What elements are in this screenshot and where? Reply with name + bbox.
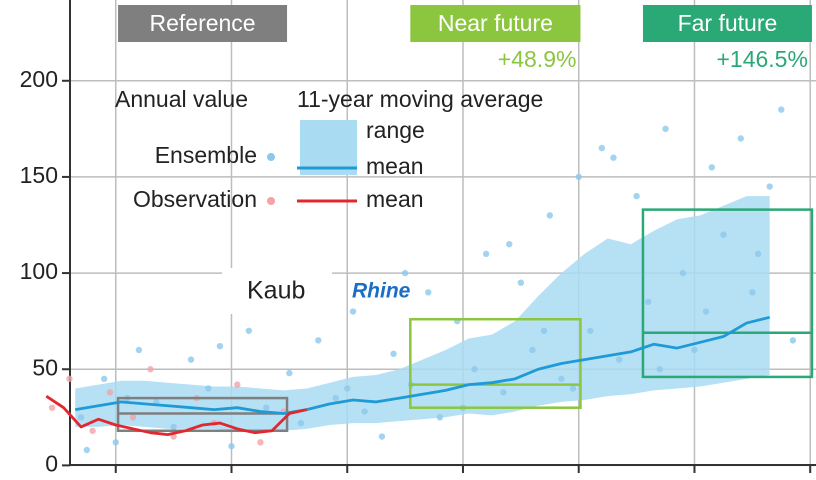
mean-line bbox=[45, 394, 308, 437]
data-point bbox=[129, 414, 137, 421]
data-point bbox=[789, 337, 797, 344]
legend-row-label: Observation bbox=[133, 186, 257, 212]
data-point bbox=[616, 356, 623, 363]
data-point bbox=[766, 183, 773, 190]
data-point bbox=[263, 404, 270, 411]
data-point bbox=[754, 250, 762, 258]
data-point bbox=[390, 350, 397, 358]
data-point bbox=[286, 369, 293, 377]
data-point bbox=[702, 308, 710, 315]
data-point bbox=[656, 366, 663, 373]
data-point bbox=[662, 125, 669, 133]
legend-entry: mean bbox=[366, 186, 424, 212]
data-point bbox=[83, 446, 91, 454]
river-label: Rhine bbox=[352, 280, 411, 303]
data-point bbox=[506, 241, 513, 248]
period-box bbox=[409, 317, 582, 409]
data-point bbox=[720, 231, 727, 238]
legend-entry: mean bbox=[366, 153, 424, 179]
data-point bbox=[517, 279, 525, 286]
data-point bbox=[216, 342, 224, 350]
period-box bbox=[641, 208, 814, 379]
data-point bbox=[610, 154, 617, 161]
data-point bbox=[569, 385, 577, 392]
data-point bbox=[540, 327, 548, 334]
data-point bbox=[679, 269, 687, 277]
data-point bbox=[691, 346, 698, 354]
data-point bbox=[66, 375, 73, 383]
data-point bbox=[471, 366, 478, 373]
plot: Reference Near future +48.9% Far future +146… bbox=[45, 5, 814, 454]
data-point bbox=[228, 442, 235, 450]
data-point bbox=[401, 269, 409, 277]
data-point bbox=[558, 375, 565, 383]
data-point bbox=[575, 173, 582, 181]
mean-line bbox=[75, 315, 771, 415]
data-point bbox=[529, 346, 536, 354]
data-point bbox=[112, 439, 119, 446]
period-name: Far future bbox=[678, 10, 778, 36]
y-tick-label: 100 bbox=[20, 258, 58, 284]
data-point bbox=[778, 106, 785, 113]
data-point bbox=[749, 289, 756, 296]
data-point bbox=[598, 144, 606, 152]
data-point bbox=[170, 423, 177, 431]
data-point bbox=[349, 308, 357, 315]
data-point bbox=[147, 366, 154, 373]
data-point bbox=[482, 250, 490, 258]
data-point bbox=[587, 327, 594, 334]
legend-swatch bbox=[300, 120, 357, 175]
data-point bbox=[708, 164, 716, 171]
data-point bbox=[187, 356, 195, 363]
data-point bbox=[500, 389, 507, 396]
data-point bbox=[77, 414, 85, 421]
range-band bbox=[75, 196, 770, 431]
data-point bbox=[332, 394, 339, 402]
data-point bbox=[436, 414, 444, 421]
legend-entry: range bbox=[366, 117, 425, 143]
legend-row-label: Ensemble bbox=[155, 142, 257, 168]
legend-marker bbox=[267, 197, 275, 205]
data-point bbox=[205, 385, 212, 392]
legend-header: Annual value bbox=[115, 86, 248, 112]
period-change: +48.9% bbox=[498, 46, 577, 72]
data-point bbox=[89, 427, 96, 434]
data-point bbox=[633, 192, 640, 200]
legend: Annual value 11-year moving average Ense… bbox=[115, 86, 543, 212]
label-background bbox=[222, 268, 332, 314]
data-point bbox=[344, 385, 351, 392]
y-tick-label: 200 bbox=[20, 66, 58, 92]
legend-header: 11-year moving average bbox=[297, 86, 543, 112]
data-point bbox=[245, 327, 253, 334]
period-change: +146.5% bbox=[716, 46, 807, 72]
data-point bbox=[234, 381, 241, 388]
data-point bbox=[48, 404, 56, 411]
period-header bbox=[642, 5, 812, 42]
legend-marker bbox=[267, 153, 275, 161]
data-point bbox=[546, 212, 553, 219]
data-point bbox=[135, 346, 143, 354]
data-point bbox=[644, 298, 652, 306]
period-header bbox=[410, 5, 581, 42]
period-name: Reference bbox=[149, 10, 255, 36]
data-point bbox=[361, 408, 368, 415]
period-name: Near future bbox=[438, 10, 553, 36]
y-tick-label: 0 bbox=[45, 450, 58, 475]
station-label: Kaub bbox=[247, 277, 305, 305]
period-header bbox=[118, 5, 288, 42]
data-point bbox=[297, 419, 305, 427]
data-point bbox=[737, 135, 744, 142]
data-point bbox=[378, 433, 386, 440]
data-point bbox=[100, 375, 108, 383]
y-tick-label: 150 bbox=[20, 162, 58, 188]
y-tick-label: 50 bbox=[32, 354, 58, 380]
data-point bbox=[257, 439, 264, 446]
data-point bbox=[106, 389, 114, 396]
data-point bbox=[315, 337, 322, 344]
data-point bbox=[425, 289, 432, 296]
